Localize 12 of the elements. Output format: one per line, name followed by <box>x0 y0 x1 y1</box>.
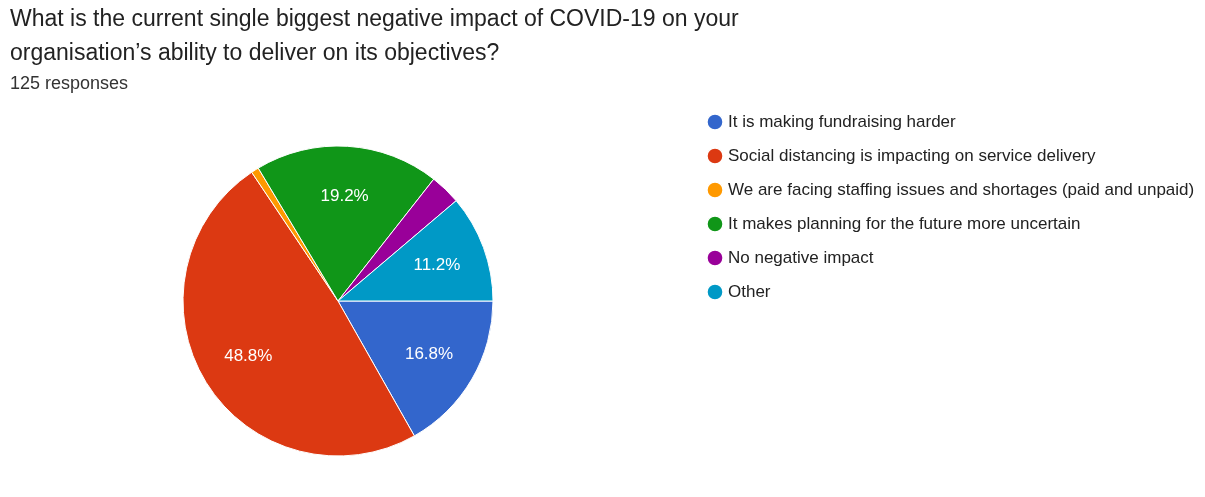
legend-label: It makes planning for the future more uncertain <box>728 214 1081 233</box>
legend-label: It is making fundraising harder <box>728 112 957 131</box>
chart-subtitle: 125 responses <box>10 73 129 93</box>
legend-label: No negative impact <box>728 248 874 267</box>
data-label: 11.2% <box>413 254 461 274</box>
data-label: 16.8% <box>404 344 454 364</box>
legend-label: We are facing staffing issues and shortages (paid and unpaid) <box>728 180 1195 199</box>
legend-label: Other <box>728 282 771 301</box>
data-label: 48.8% <box>224 346 273 366</box>
chart-title: What is the current single biggest negative impact of COVID-19 on your organisation’s ability to deliver on its objectives? <box>10 5 740 65</box>
data-label: 19.2% <box>320 185 369 205</box>
legend-label: Social distancing is impacting on service delivery <box>728 146 1097 165</box>
